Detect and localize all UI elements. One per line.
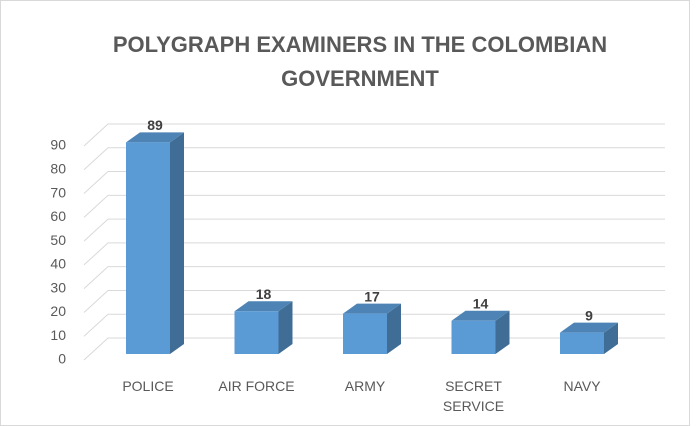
y-tick-label: 50 xyxy=(50,232,66,248)
bar-front xyxy=(343,313,387,354)
x-tick-label: ARMY xyxy=(344,378,386,394)
bar-side xyxy=(387,303,401,354)
bar-side xyxy=(495,310,510,354)
y-tick-label: 80 xyxy=(50,160,66,176)
y-tick-label: 10 xyxy=(50,327,66,343)
y-tick-label: 60 xyxy=(50,208,66,224)
value-label: 18 xyxy=(256,286,272,302)
y-tick-label: 70 xyxy=(50,184,66,200)
bar-side xyxy=(278,301,293,354)
y-tick-label: 20 xyxy=(50,303,66,319)
bar-front xyxy=(126,142,170,354)
grid-line xyxy=(83,218,665,242)
y-tick-label: 30 xyxy=(50,279,66,295)
grid-line xyxy=(83,171,665,194)
bar xyxy=(560,322,618,354)
value-label: 9 xyxy=(585,307,593,323)
grid-line xyxy=(83,266,665,290)
bar-front xyxy=(451,320,496,354)
bar-front xyxy=(560,332,604,354)
bar-front xyxy=(234,311,279,354)
chart-title: POLYGRAPH EXAMINERS IN THE COLOMBIAN GOV… xyxy=(112,32,608,91)
x-tick-label: SECRET SERVICE xyxy=(442,378,505,414)
bar xyxy=(234,301,293,354)
bar-top xyxy=(451,310,510,321)
bar xyxy=(126,132,184,354)
value-label: 89 xyxy=(147,117,163,133)
value-label: 14 xyxy=(473,295,489,311)
bar xyxy=(343,303,401,354)
bar-top xyxy=(234,301,293,312)
y-tick-label: 90 xyxy=(50,137,66,153)
grid-line xyxy=(83,147,665,171)
x-tick-label: NAVY xyxy=(563,378,601,394)
y-tick-label: 40 xyxy=(50,256,66,272)
y-tick-label: 0 xyxy=(58,351,66,367)
bar-top xyxy=(343,303,401,314)
grid-line xyxy=(83,194,665,218)
grid-line xyxy=(83,123,665,147)
grid-line xyxy=(83,289,665,313)
x-tick-label: AIR FORCE xyxy=(218,378,295,394)
bar xyxy=(451,310,510,354)
x-tick-label: POLICE xyxy=(122,378,174,394)
grid-line xyxy=(83,242,665,266)
value-label: 17 xyxy=(364,288,380,304)
bar-top xyxy=(126,132,184,143)
bar-side xyxy=(170,132,184,354)
bar-side xyxy=(604,322,618,354)
bar-top xyxy=(560,322,618,333)
